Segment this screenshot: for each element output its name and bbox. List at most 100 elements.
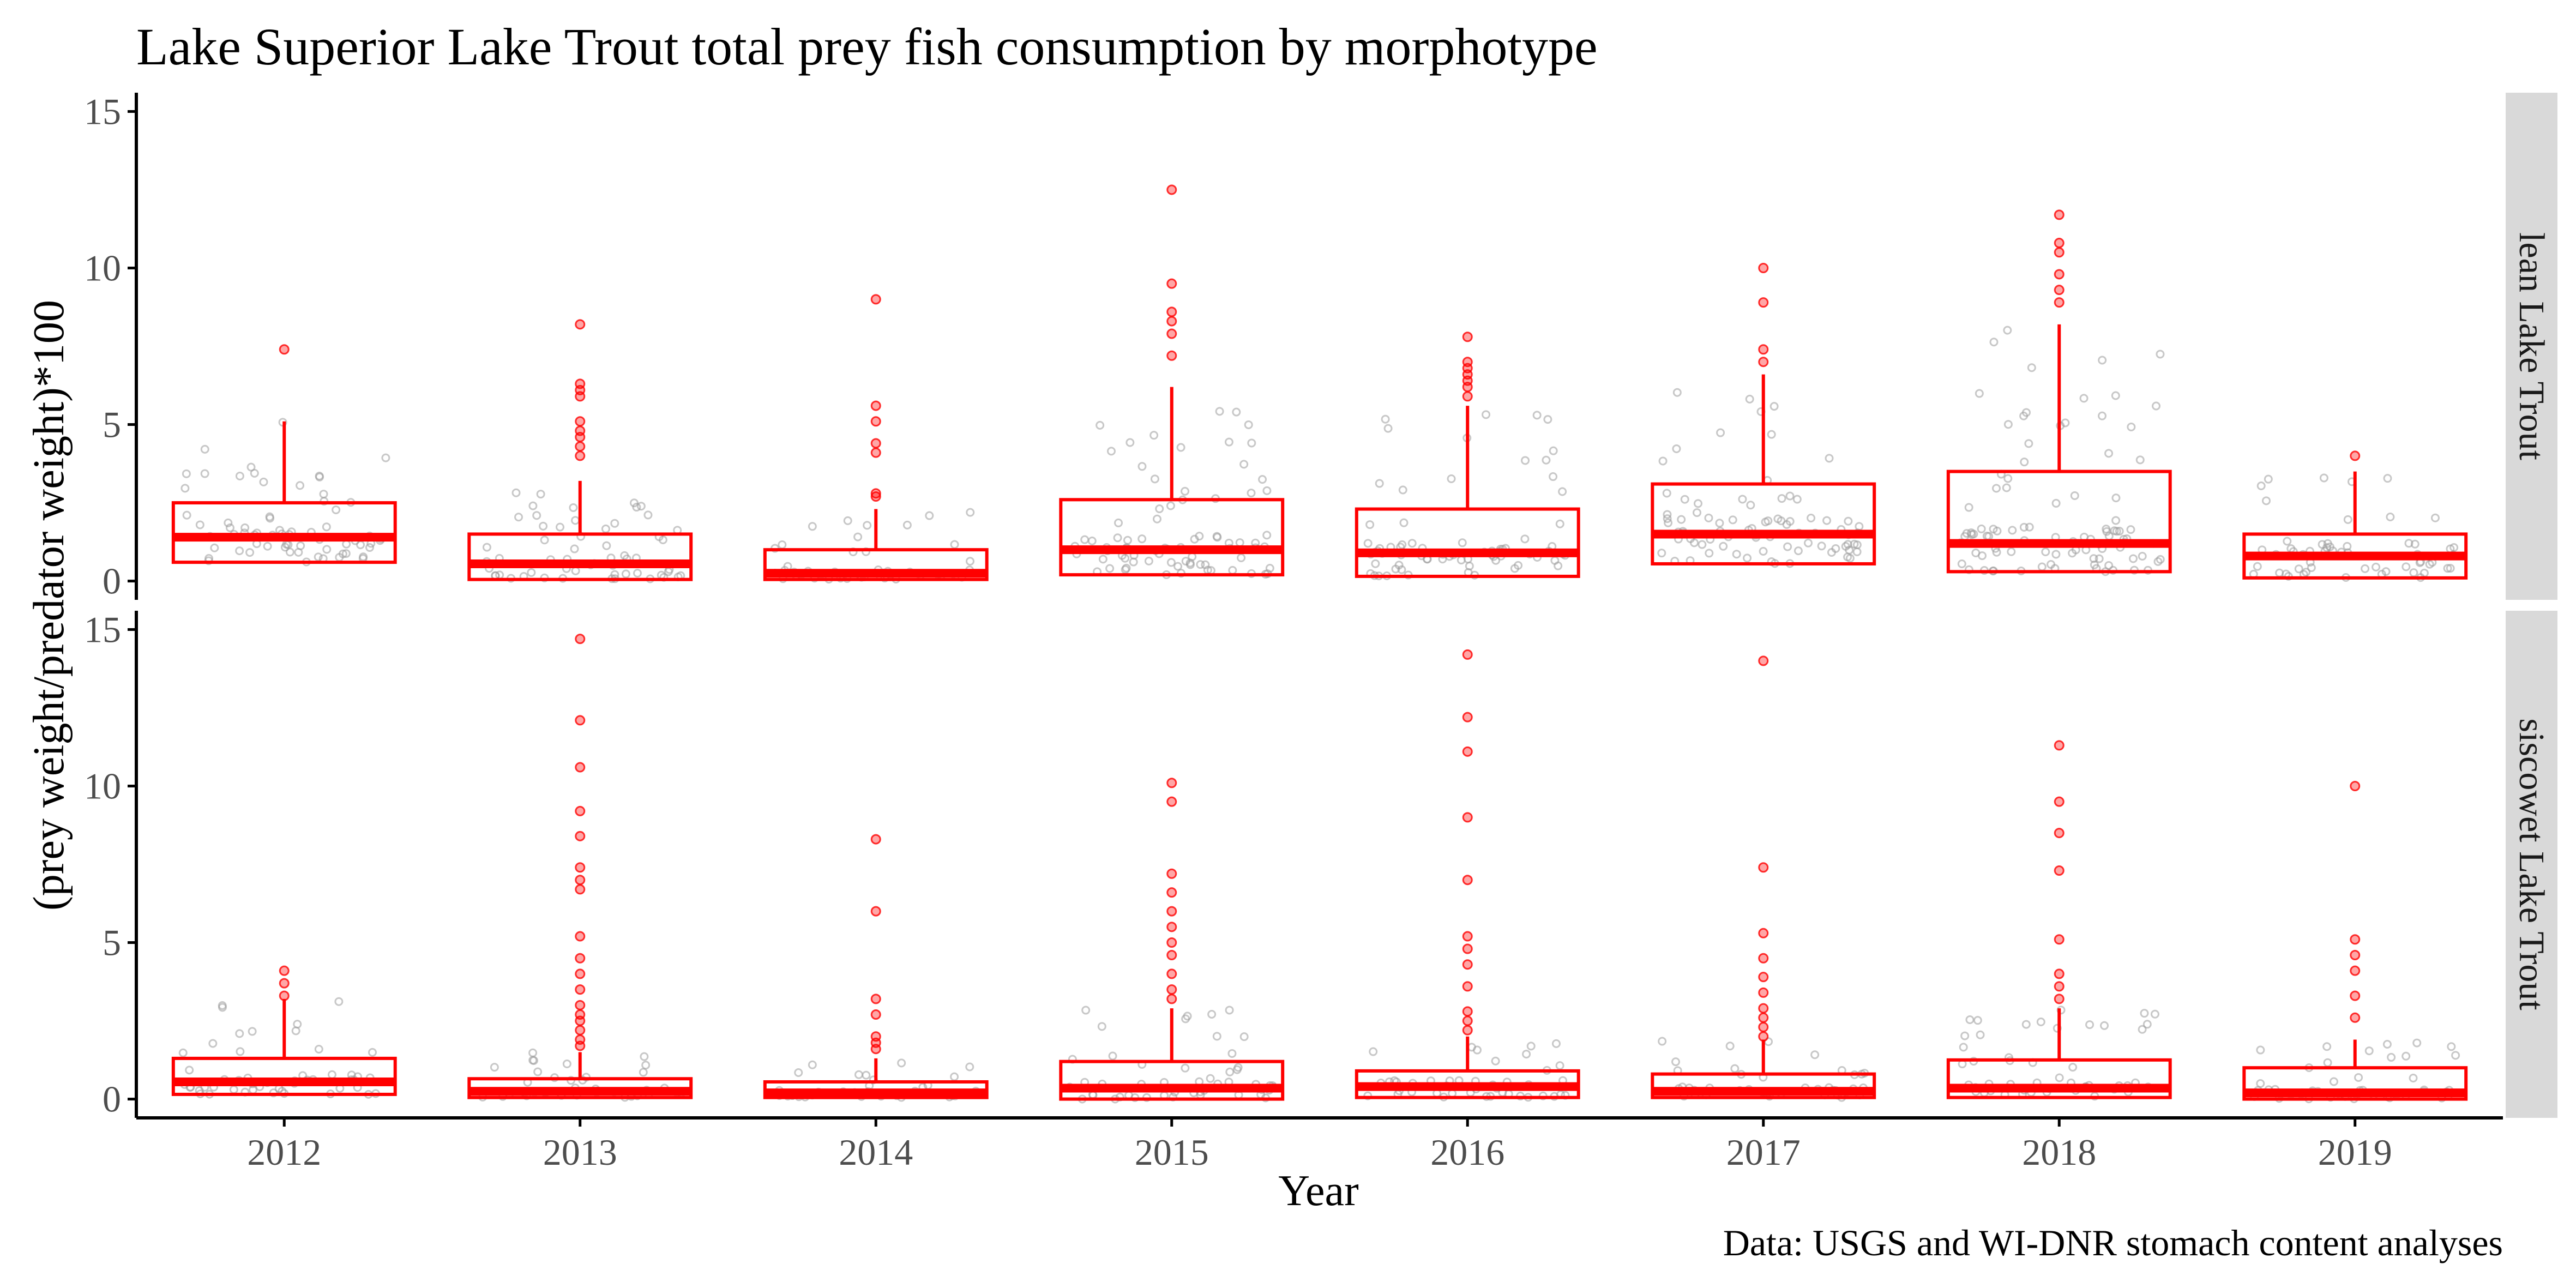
- jitter-point: [1698, 540, 1707, 549]
- jitter-point: [218, 1001, 227, 1010]
- jitter-point: [1232, 1065, 1242, 1074]
- jitter-point: [532, 511, 541, 520]
- jitter-point: [2443, 564, 2452, 573]
- jitter-point: [178, 1048, 188, 1057]
- jitter-point: [2301, 568, 2310, 577]
- jitter-point: [1977, 524, 1986, 533]
- outlier-point: [1758, 1031, 1769, 1042]
- outlier-point: [1462, 943, 1473, 954]
- jitter-point: [1532, 411, 1542, 420]
- jitter-point: [1716, 428, 1725, 437]
- jitter-point: [1237, 553, 1246, 562]
- jitter-point: [185, 1066, 194, 1075]
- jitter-point: [1746, 501, 1755, 510]
- jitter-point: [1993, 526, 2002, 535]
- box-2012: [171, 965, 397, 1099]
- jitter-point: [1680, 495, 1689, 504]
- x-tick-label: 2019: [2318, 1131, 2392, 1173]
- jitter-point: [1807, 514, 1816, 523]
- jitter-point: [1543, 415, 1552, 424]
- jitter-point: [2386, 512, 2395, 521]
- jitter-point: [1767, 430, 1776, 439]
- jitter-point: [1957, 559, 1966, 568]
- jitter-point: [2055, 1073, 2064, 1082]
- outlier-point: [2054, 796, 2065, 807]
- jitter-point: [1549, 446, 1558, 455]
- jitter-point: [2150, 1009, 2159, 1019]
- y-tick-label: 15: [84, 91, 121, 132]
- outlier-point: [1462, 1006, 1473, 1017]
- jitter-point: [1549, 472, 1558, 482]
- outlier-point: [870, 491, 881, 502]
- jitter-point: [2142, 1020, 2152, 1029]
- jitter-point: [528, 501, 538, 510]
- box-2017: [1651, 262, 1876, 568]
- outlier-point: [2350, 450, 2361, 461]
- outlier-point: [1462, 931, 1473, 942]
- outlier-point: [2054, 238, 2065, 249]
- outlier-point: [1166, 984, 1177, 995]
- jitter-point: [1738, 495, 1747, 504]
- box-2019: [2242, 450, 2468, 582]
- jitter-point: [2409, 1074, 2418, 1083]
- outlier-point: [1758, 1022, 1769, 1033]
- outlier-point: [575, 319, 586, 330]
- jitter-point: [1397, 565, 1406, 574]
- jitter-point: [1743, 553, 1752, 563]
- jitter-point: [2025, 522, 2034, 532]
- box-iqr: [1059, 498, 1285, 577]
- outlier-point: [2054, 209, 2065, 220]
- jitter-point: [2100, 1021, 2109, 1030]
- jitter-point: [2319, 473, 2328, 483]
- y-tick-label: 15: [84, 609, 121, 650]
- jitter-point: [1658, 1037, 1667, 1046]
- jitter-point: [601, 524, 610, 533]
- jitter-point: [1844, 516, 1853, 526]
- box-iqr: [171, 501, 397, 564]
- jitter-point: [2104, 561, 2114, 570]
- jitter-point: [2153, 557, 2163, 566]
- jitter-point: [182, 469, 191, 478]
- jitter-point: [2410, 539, 2419, 549]
- jitter-point: [2056, 1006, 2066, 1015]
- jitter-point: [1398, 540, 1407, 549]
- box-iqr: [763, 548, 989, 581]
- outlier-point: [870, 488, 881, 499]
- jitter-point: [1825, 454, 1834, 463]
- jitter-point: [1173, 562, 1183, 571]
- jitter-point: [182, 510, 191, 520]
- jitter-point: [334, 997, 344, 1006]
- jitter-point: [2126, 525, 2135, 534]
- jitter-point: [1232, 407, 1241, 417]
- outlier-point: [2054, 297, 2065, 308]
- jitter-point: [381, 453, 390, 462]
- jitter-point: [2322, 1042, 2332, 1051]
- outlier-point: [1462, 875, 1473, 886]
- jitter-point: [853, 532, 863, 541]
- jitter-point: [902, 520, 912, 529]
- jitter-point: [1383, 424, 1393, 433]
- box-iqr: [467, 532, 693, 581]
- jitter-point: [1239, 1032, 1249, 1042]
- jitter-point: [1663, 510, 1672, 519]
- box-2015: [1059, 184, 1285, 579]
- jitter-point: [863, 521, 872, 530]
- jitter-point: [632, 503, 641, 512]
- outlier-point: [575, 830, 586, 841]
- jitter-point: [263, 541, 272, 551]
- outlier-point: [279, 990, 290, 1001]
- jitter-point: [1554, 561, 1563, 570]
- outlier-point: [1462, 391, 1473, 402]
- jitter-point: [236, 1047, 245, 1056]
- outlier-point: [1462, 959, 1473, 970]
- outlier-point: [1166, 868, 1177, 879]
- jitter-point: [1244, 420, 1253, 429]
- jitter-point: [2070, 491, 2079, 500]
- jitter-point: [200, 444, 209, 454]
- outlier-point: [1462, 1015, 1473, 1026]
- outlier-point: [2350, 965, 2361, 976]
- jitter-point: [1827, 547, 1836, 557]
- jitter-point: [2021, 408, 2031, 417]
- jitter-point: [1732, 550, 1741, 559]
- box-2018: [1946, 209, 2172, 576]
